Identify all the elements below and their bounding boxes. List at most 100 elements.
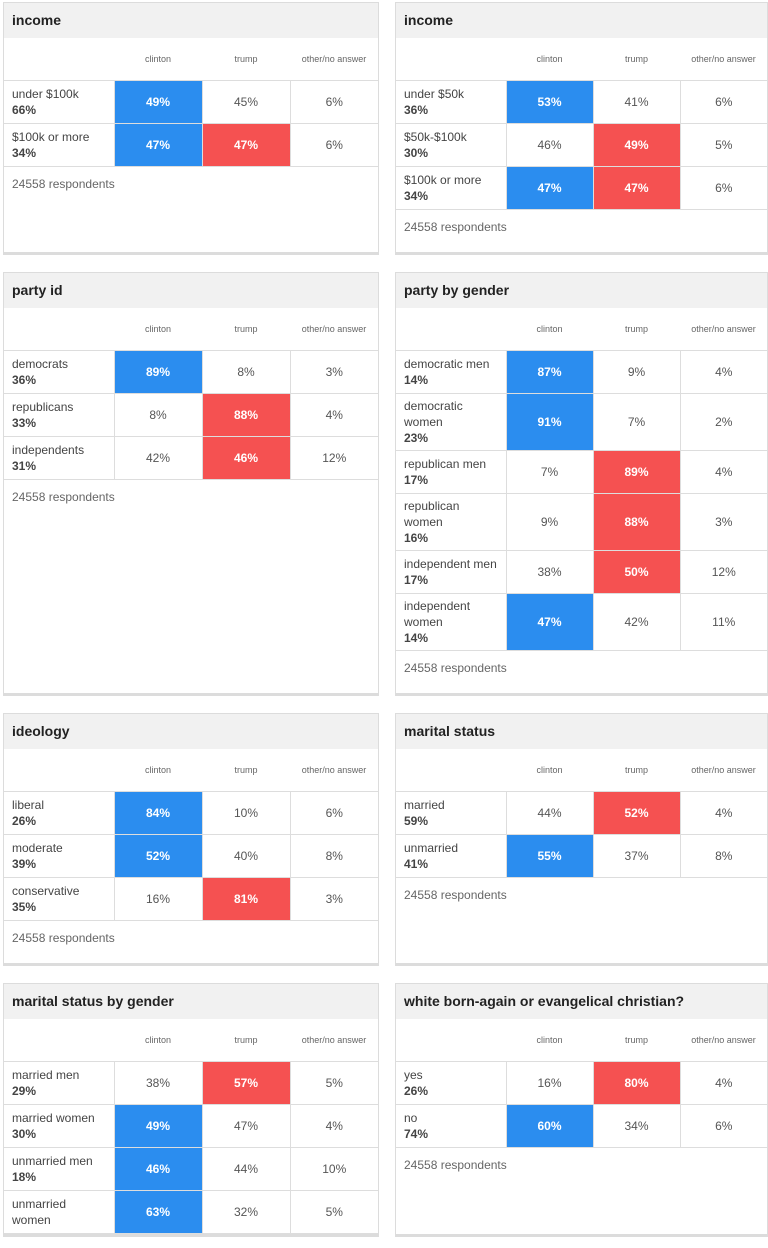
row-label-cell: independents 31% [4,436,114,480]
row-share: 18% [12,1170,37,1184]
label-header [396,38,506,81]
column-header: other/no answer [680,38,767,81]
result-row: unmarried women 63% 32% 5% [4,1190,378,1234]
row-label-cell: independent women 14% [396,593,506,651]
row-label-cell: $100k or more 34% [396,166,506,210]
column-header: other/no answer [290,308,378,351]
cell: 12% [289,436,378,480]
row-share: 35% [12,900,37,914]
result-row: independents 31% 42% 46% 12% [4,436,378,480]
cell: 7% [592,393,680,451]
result-row: under $50k 36% 53% 41% 6% [396,80,767,124]
colored-cell: 47% [201,123,290,167]
row-label: democrats [12,357,69,371]
cell: 34% [592,1104,680,1148]
colored-cell: 52% [592,791,680,835]
row-share: 74% [404,1127,429,1141]
results-table: clinton trump other/no answer married 59% 44%… [396,749,767,878]
row-label-cell: yes 26% [396,1061,506,1105]
row-share: 59% [404,814,429,828]
panel: ideology clinton trump other/no answer liber… [3,713,379,966]
results-table: clinton trump other/no answer democrats 36% 8… [4,308,378,480]
cell: 16% [113,877,202,921]
panel: marital status by gender clinton trump othe… [3,983,379,1237]
colored-cell: 80% [592,1061,680,1105]
result-row: $100k or more 34% 47% 47% 6% [396,166,767,210]
result-row: moderate 39% 52% 40% 8% [4,834,378,878]
result-row: independent women 14% 47% 42% 11% [396,593,767,651]
respondents: 24558 respondents [12,490,115,504]
colored-cell: 53% [505,80,593,124]
colored-cell: 89% [113,350,202,394]
colored-cell: 63% [113,1190,202,1234]
row-label-cell: married men 29% [4,1061,114,1105]
result-row: republican men 17% 7% 89% 4% [396,450,767,494]
header-row: clinton trump other/no answer [4,749,378,792]
row-share: 30% [404,146,429,160]
row-share: 34% [12,146,37,160]
result-row: unmarried 41% 55% 37% 8% [396,834,767,878]
cell: 6% [679,166,767,210]
cell: 3% [289,350,378,394]
row-label: under $100k [12,87,79,101]
panel-title: marital status [396,714,767,749]
cell: 8% [289,834,378,878]
panel-title: marital status by gender [4,984,378,1019]
cell: 44% [505,791,593,835]
cell: 5% [679,123,767,167]
row-label: moderate [12,841,63,855]
cell: 9% [592,350,680,394]
respondents: 24558 respondents [404,661,507,675]
results-table: clinton trump other/no answer married men 29… [4,1019,378,1234]
header-row: clinton trump other/no answer [396,749,767,792]
row-label-cell: democratic women 23% [396,393,506,451]
row-label: unmarried men [12,1154,93,1168]
row-label: married men [12,1068,80,1082]
panel-title: income [4,3,378,38]
cell: 12% [679,550,767,594]
row-label-cell: under $100k 66% [4,80,114,124]
panel: white born-again or evangelical christia… [395,983,768,1237]
colored-cell: 52% [113,834,202,878]
colored-cell: 47% [592,166,680,210]
colored-cell: 57% [201,1061,290,1105]
column-header: clinton [506,308,593,351]
results-table: clinton trump other/no answer democratic me… [396,308,767,651]
row-label: yes [404,1068,423,1082]
row-label-cell: $50k-$100k 30% [396,123,506,167]
row-label-cell: $100k or more 34% [4,123,114,167]
cell: 10% [289,1147,378,1191]
column-header: trump [593,38,680,81]
row-share: 17% [404,573,429,587]
label-header [396,1019,506,1062]
colored-cell: 81% [201,877,290,921]
result-row: married 59% 44% 52% 4% [396,791,767,835]
panel-title: party by gender [396,273,767,308]
colored-cell: 46% [201,436,290,480]
result-row: conservative 35% 16% 81% 3% [4,877,378,921]
cell: 4% [679,791,767,835]
cell: 46% [505,123,593,167]
row-label: $50k-$100k [404,130,467,144]
cell: 4% [679,350,767,394]
colored-cell: 49% [592,123,680,167]
result-row: married men 29% 38% 57% 5% [4,1061,378,1105]
cell: 8% [201,350,290,394]
colored-cell: 84% [113,791,202,835]
cell: 38% [505,550,593,594]
cell: 6% [289,791,378,835]
cell: 37% [592,834,680,878]
row-label-cell: unmarried 41% [396,834,506,878]
results-table: clinton trump other/no answer yes 26% 16% 80% 4… [396,1019,767,1148]
column-header: other/no answer [680,308,767,351]
cell: 7% [505,450,593,494]
colored-cell: 47% [113,123,202,167]
cell: 6% [289,80,378,124]
row-share: 34% [404,189,429,203]
panel: party by gender clinton trump other/no answ… [395,272,768,696]
row-share: 23% [404,431,429,445]
cell: 6% [679,1104,767,1148]
header-row: clinton trump other/no answer [4,308,378,351]
column-header: other/no answer [290,38,378,81]
row-label: democratic women [404,399,463,429]
